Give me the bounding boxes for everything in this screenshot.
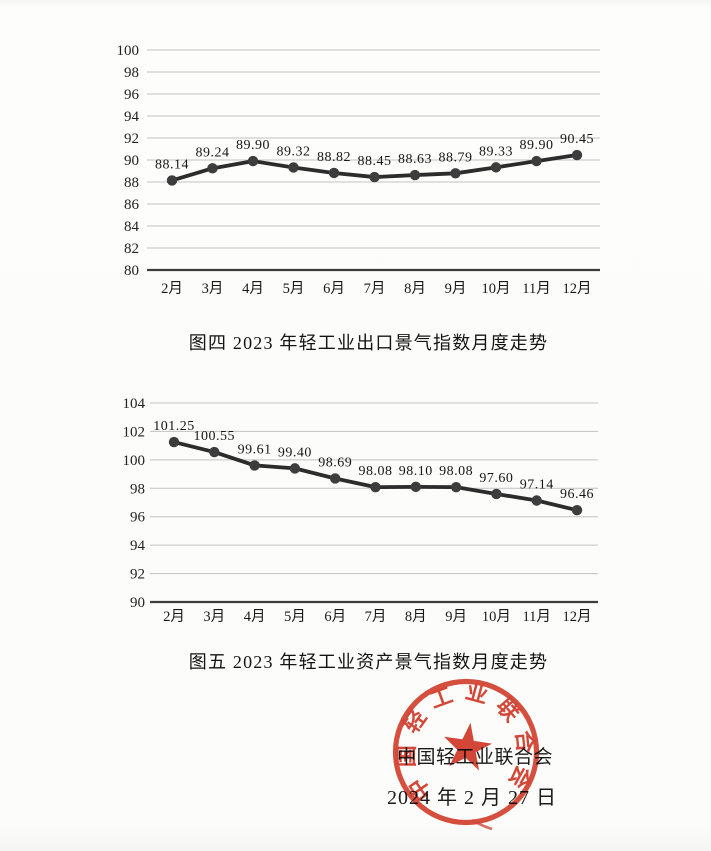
data-point-marker [209,446,220,458]
data-point-label: 89.24 [196,145,230,160]
x-tick-label: 11月 [522,609,550,625]
data-point-label: 89.33 [479,144,513,159]
x-tick-label: 8月 [405,609,427,625]
data-point-label: 88.79 [439,150,473,165]
y-tick-label: 96 [124,87,140,103]
y-tick-label: 90 [130,595,145,611]
data-point-label: 100.55 [194,429,236,444]
data-point-marker [450,168,461,179]
y-tick-label: 92 [124,131,139,147]
x-tick-label: 2月 [163,609,185,625]
data-point-marker [330,473,341,484]
data-point-label: 98.69 [318,455,352,470]
x-tick-label: 12月 [563,609,592,625]
data-point-marker [571,149,583,161]
data-point-marker [207,163,218,174]
x-tick-label: 10月 [482,609,511,625]
x-tick-label: 6月 [323,281,345,297]
y-tick-label: 94 [124,109,140,125]
data-point-label: 96.46 [560,487,594,502]
x-tick-label: 3月 [203,609,225,625]
data-point-label: 88.14 [155,157,189,172]
data-point-marker [247,155,259,167]
data-point-marker [370,481,381,493]
y-tick-label: 80 [124,263,139,279]
y-tick-label: 98 [130,481,145,497]
x-tick-label: 4月 [242,281,264,297]
x-tick-label: 11月 [522,281,550,297]
official-seal: 中国轻工业联合会 [392,678,540,831]
data-point-label: 89.32 [277,144,311,159]
x-tick-label: 6月 [324,609,346,625]
y-tick-label: 84 [124,219,140,235]
x-tick-label: 12月 [563,281,592,297]
data-point-marker [249,460,260,471]
data-point-label: 99.61 [238,442,272,457]
data-point-label: 88.82 [317,150,351,165]
x-tick-label: 5月 [283,281,305,297]
charts-canvas: 80 82 84 86 88 90 92 94 96 98 100 2月 3月 4月 5月 6月 7月 8月 9月 1… [117,43,600,625]
y-tick-label: 102 [123,424,146,440]
x-tick-label: 7月 [365,609,387,625]
data-point-label: 88.45 [358,154,392,169]
y-tick-label: 86 [124,197,140,213]
figure4-caption: 图四 2023 年轻工业出口景气指数月度走势 [188,333,549,353]
data-point-marker [450,481,462,493]
data-point-marker [531,495,542,506]
y-tick-label: 104 [123,396,146,412]
x-tick-label: 9月 [445,609,467,625]
data-point-label: 90.45 [560,132,594,147]
x-tick-label: 9月 [445,281,467,297]
y-tick-label: 94 [130,538,146,554]
data-point-label: 97.14 [520,478,554,493]
data-point-label: 98.10 [399,464,433,479]
data-point-marker [288,162,299,173]
seal-smudge [471,818,493,831]
data-point-label: 89.90 [236,138,270,153]
y-tick-label: 100 [117,43,140,59]
export-index-line-chart: 80 82 84 86 88 90 92 94 96 98 100 2月 3月 4月 5月 6月 7月 8月 9月 1… [117,43,600,297]
data-point-marker [409,169,421,181]
y-tick-label: 92 [130,567,145,583]
data-point-label: 101.25 [153,419,195,434]
y-tick-label: 100 [123,453,146,469]
y-tick-label: 88 [124,175,139,191]
x-tick-label: 5月 [284,609,306,625]
x-tick-label: 4月 [244,609,266,625]
seal-ring [392,678,540,826]
data-point-marker [369,171,380,183]
data-point-marker [491,488,502,500]
figure5-caption: 图五 2023 年轻工业资产景气指数月度走势 [188,652,549,672]
data-point-label: 98.08 [439,464,473,479]
data-point-label: 89.90 [520,138,554,153]
x-tick-label: 7月 [364,281,386,297]
data-point-label: 97.60 [479,471,513,486]
data-point-marker [531,155,542,167]
seal-star-icon [444,722,493,771]
data-point-marker [166,175,178,186]
x-tick-label: 10月 [482,281,511,297]
data-point-marker [168,436,180,448]
data-point-marker [410,481,421,493]
y-tick-label: 82 [124,241,139,257]
y-tick-label: 98 [124,65,139,81]
assets-index-line-chart: 90 92 94 96 98 100 102 104 2月 3月 4月 5月 6月 7月 8月 9月 10月 11… [123,396,598,625]
x-tick-label: 2月 [161,281,183,297]
data-point-label: 98.08 [359,464,393,479]
data-point-marker [328,167,340,179]
data-point-label: 99.40 [278,445,312,460]
x-tick-label: 8月 [404,281,426,297]
data-point-marker [289,463,301,474]
data-point-marker [490,162,502,173]
y-tick-label: 96 [130,510,146,526]
data-point-marker [571,504,583,516]
y-tick-label: 90 [124,153,139,169]
data-point-label: 88.63 [398,152,432,167]
x-tick-label: 3月 [202,281,224,297]
